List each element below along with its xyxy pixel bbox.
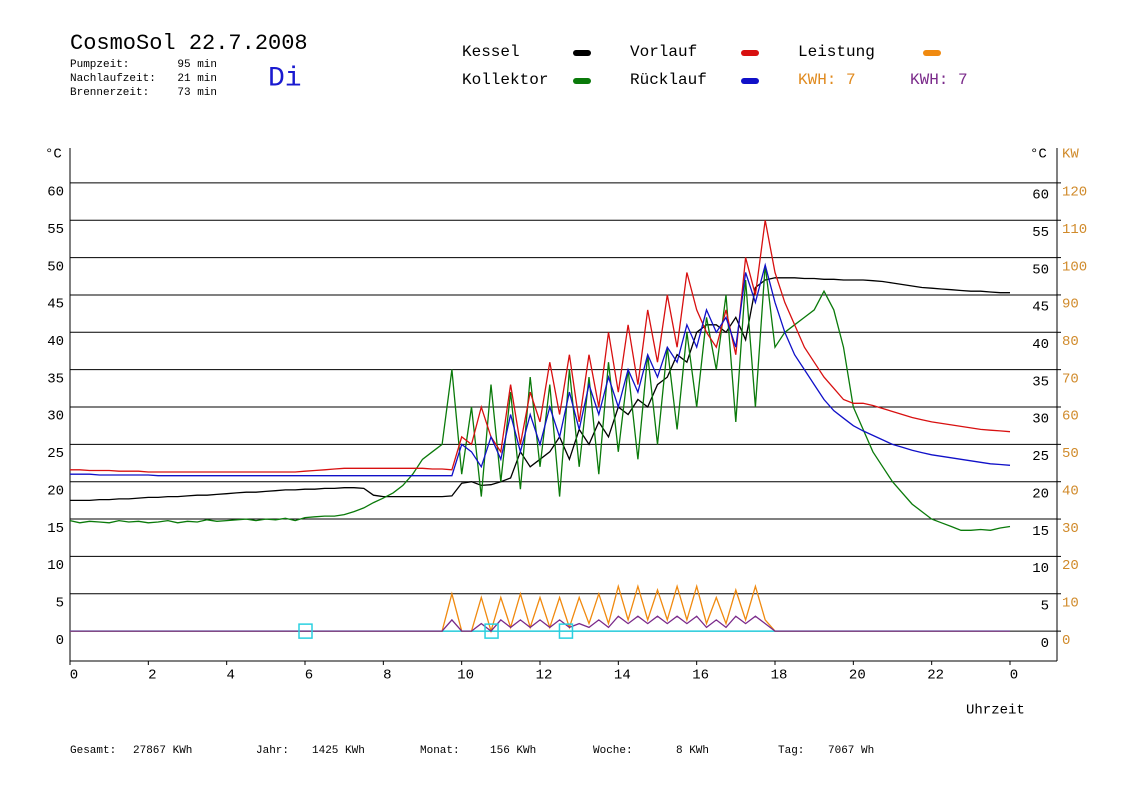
y-unit-right: °C: [1030, 147, 1047, 163]
x-tick-label: 20: [849, 668, 866, 684]
y2-tick-label: 70: [1062, 371, 1079, 387]
y-tick-label-right: 50: [1032, 262, 1049, 278]
y2-tick-label: 20: [1062, 558, 1079, 574]
stat-value: 73 min: [177, 87, 217, 99]
series-line: [70, 615, 1010, 632]
y-tick-label-right: 55: [1032, 225, 1049, 241]
x-tick-label: 4: [226, 668, 234, 684]
series-line: [70, 583, 1010, 634]
y-tick-label: 30: [47, 409, 64, 425]
y-tick-label-right: 25: [1032, 449, 1049, 465]
legend-label: Vorlauf: [630, 43, 697, 61]
x-tick-label: 10: [457, 668, 474, 684]
y2-tick-label: 90: [1062, 297, 1079, 313]
footer-value: 1425 KWh: [312, 745, 365, 757]
day-label: Di: [268, 63, 302, 94]
stat-value: 21 min: [177, 73, 217, 85]
y-tick-label: 5: [56, 595, 64, 611]
y-tick-label: 10: [47, 558, 64, 574]
x-tick-label: 22: [927, 668, 944, 684]
y2-tick-label: 60: [1062, 409, 1079, 425]
y2-tick-label: 80: [1062, 334, 1079, 350]
series-line: [70, 220, 1011, 473]
y2-tick-label: 10: [1062, 595, 1079, 611]
footer-value: 8 KWh: [676, 745, 709, 757]
footer-label: Jahr:: [256, 745, 289, 757]
legend-label: Leistung: [798, 43, 875, 61]
y-tick-label: 60: [47, 185, 64, 201]
event-marker: [484, 623, 499, 639]
event-marker: [298, 623, 313, 639]
footer-label: Tag:: [778, 745, 804, 757]
footer-label: Woche:: [593, 745, 633, 757]
y-tick-label: 40: [47, 334, 64, 350]
y-tick-label: 15: [47, 521, 64, 537]
y2-tick-label: 30: [1062, 521, 1079, 537]
footer-value: 7067 Wh: [828, 745, 874, 757]
y-tick-label-right: 20: [1032, 486, 1049, 502]
legend-label: Kollektor: [462, 71, 548, 89]
x-tick-label: 8: [383, 668, 391, 684]
y2-tick-label: 40: [1062, 483, 1079, 499]
x-tick-label: 16: [692, 668, 709, 684]
y-unit: °C: [45, 147, 62, 163]
x-tick-label: 12: [536, 668, 553, 684]
y2-tick-label: 100: [1062, 259, 1087, 275]
kwh-label: KWH: 7: [798, 71, 856, 89]
kwh-label: KWH: 7: [910, 71, 968, 89]
event-marker: [558, 623, 574, 639]
y-tick-label-right: 60: [1032, 188, 1049, 204]
series-line: [70, 277, 1010, 502]
y-tick-label-right: 45: [1032, 300, 1049, 316]
legend-label: Kessel: [462, 43, 520, 61]
y-tick-label: 25: [47, 446, 64, 462]
series-line: [70, 262, 1011, 477]
y-tick-label: 55: [47, 222, 64, 238]
footer-label: Monat:: [420, 745, 460, 757]
stat-value: 95 min: [177, 59, 217, 71]
y-tick-label-right: 40: [1032, 337, 1049, 353]
stat-label: Pumpzeit:: [70, 59, 129, 71]
legend-label: Rücklauf: [630, 71, 707, 89]
footer-value: 156 KWh: [490, 745, 536, 757]
x-tick-label: 14: [614, 668, 631, 684]
y2-tick-label: 120: [1062, 185, 1087, 201]
stat-label: Brennerzeit:: [70, 87, 149, 99]
y-tick-label: 45: [47, 297, 64, 313]
y-tick-label-right: 10: [1032, 561, 1049, 577]
y-tick-label-right: 15: [1032, 524, 1049, 540]
x-tick-label: 0: [1010, 668, 1018, 684]
y-tick-label-right: 30: [1032, 412, 1049, 428]
y-tick-label: 50: [47, 259, 64, 275]
y2-unit: KW: [1062, 147, 1079, 163]
y2-tick-label: 50: [1062, 446, 1079, 462]
x-axis-label: Uhrzeit: [966, 703, 1025, 719]
x-tick-label: 2: [148, 668, 156, 684]
y-tick-label-right: 0: [1041, 636, 1049, 652]
footer-label: Gesamt:: [70, 745, 116, 757]
y-tick-label: 20: [47, 483, 64, 499]
y-tick-label-right: 5: [1041, 598, 1049, 614]
y-tick-label: 0: [56, 633, 64, 649]
y-tick-label-right: 35: [1032, 374, 1049, 390]
stat-label: Nachlaufzeit:: [70, 73, 156, 85]
y-tick-label: 35: [47, 371, 64, 387]
series-line: [69, 265, 1011, 531]
x-tick-label: 18: [771, 668, 788, 684]
x-tick-label: 0: [70, 668, 78, 684]
x-tick-label: 6: [305, 668, 313, 684]
chart-title: CosmoSol 22.7.2008: [70, 31, 308, 56]
y2-tick-label: 110: [1062, 222, 1087, 238]
footer-value: 27867 KWh: [133, 745, 192, 757]
y2-tick-label: 0: [1062, 633, 1070, 649]
